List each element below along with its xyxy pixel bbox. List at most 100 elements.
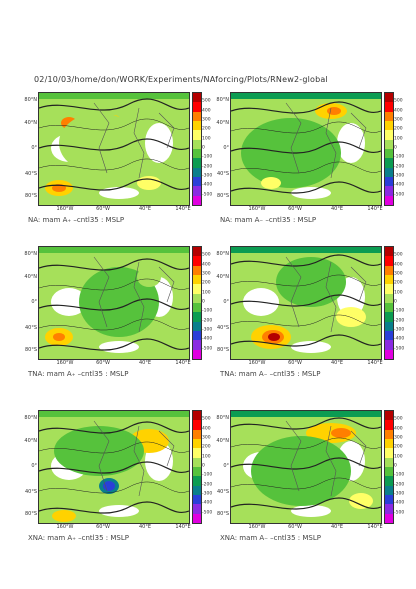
lat-tick-label: 80°N (216, 415, 229, 421)
polar-band (231, 247, 381, 253)
anomaly-map (39, 411, 189, 523)
colorbar-segment (193, 93, 201, 103)
contour-line (231, 477, 381, 490)
colorbar-segment (193, 293, 201, 304)
colorbar-segment (385, 448, 393, 458)
colorbar-segment (193, 247, 201, 257)
colorbar-segment (193, 167, 201, 178)
colorbar-tick-label: -300 (202, 327, 213, 333)
colorbar-segment (385, 186, 393, 196)
anomaly-region (336, 307, 366, 327)
lon-tick-label: 60°W (288, 360, 302, 366)
colorbar-segment (385, 495, 393, 505)
colorbar-segment (385, 265, 393, 276)
colorbar-segment (193, 139, 201, 150)
colorbar-segment (193, 340, 201, 350)
lon-tick-label: 160°W (248, 524, 266, 530)
map-frame (230, 410, 382, 524)
contour-line (231, 274, 381, 287)
colorbar-segment (385, 312, 393, 322)
lat-tick-label: 40°S (216, 325, 229, 331)
anomaly-region (137, 267, 161, 287)
colorbar-tick-label: 400 (394, 426, 403, 432)
colorbar (192, 410, 202, 524)
colorbar (384, 92, 394, 206)
coastline (93, 420, 175, 497)
colorbar-segment (385, 293, 393, 304)
anomaly-map (39, 247, 189, 359)
lon-tick-label: 40°E (330, 360, 344, 366)
colorbar-tick-label: -500 (394, 192, 405, 198)
colorbar-segment (385, 457, 393, 468)
colorbar-tick-label: 200 (394, 444, 403, 450)
colorbar-segment (385, 149, 393, 159)
colorbar-segment (193, 457, 201, 468)
neutral-patch (99, 187, 139, 199)
map-frame (38, 246, 190, 360)
lon-tick-label: 140°E (367, 206, 383, 212)
anomaly-region (331, 428, 351, 438)
colorbar-tick-label: -500 (202, 192, 213, 198)
colorbar-tick-label: 100 (202, 454, 211, 460)
colorbar-tick-label: -100 (202, 308, 213, 314)
colorbar-tick-label: -400 (202, 500, 213, 506)
contour-line (39, 258, 189, 271)
colorbar-segment (193, 429, 201, 440)
colorbar-tick-label: -200 (394, 482, 405, 488)
colorbar-tick-label: -200 (202, 482, 213, 488)
lat-tick-label: 80°S (24, 347, 37, 353)
panel-caption: XNA: mam A₋ –cntl35 : MSLP (220, 534, 321, 542)
map-frame (38, 92, 190, 206)
anomaly-region (349, 493, 373, 509)
colorbar-segment (193, 439, 201, 449)
colorbar-segment (193, 485, 201, 496)
contour-line (231, 294, 381, 307)
neutral-patch (291, 505, 331, 517)
lat-tick-label: 40°S (24, 171, 37, 177)
colorbar-tick-label: 200 (394, 280, 403, 286)
colorbar-segment (385, 420, 393, 430)
colorbar-segment (193, 130, 201, 140)
anomaly-region (268, 333, 280, 341)
colorbar-tick-label: -200 (394, 318, 405, 324)
colorbar-tick-label: 100 (394, 454, 403, 460)
anomaly-region (79, 267, 159, 337)
lat-tick-label: 40°S (216, 489, 229, 495)
anomaly-region (137, 176, 161, 190)
colorbar-segment (385, 429, 393, 440)
panel-caption: NA: mam A₋ –cntl35 : MSLP (220, 216, 317, 224)
lon-tick-label: 60°W (96, 360, 110, 366)
colorbar-segment (385, 275, 393, 285)
colorbar-segment (385, 130, 393, 140)
anomaly-map (231, 411, 381, 523)
lon-tick-label: 140°E (175, 524, 191, 530)
colorbar-tick-label: -100 (202, 472, 213, 478)
colorbar-segment (385, 321, 393, 332)
lat-tick-label: 80°N (24, 251, 37, 257)
colorbar-segment (385, 439, 393, 449)
colorbar-tick-label: -200 (202, 318, 213, 324)
colorbar-tick-label: 300 (394, 117, 403, 123)
colorbar-segment (193, 158, 201, 168)
lat-tick-label: 80°S (216, 511, 229, 517)
anomaly-map (231, 247, 381, 359)
anomaly-map (231, 93, 381, 205)
colorbar-segment (193, 186, 201, 196)
lat-tick-label: 80°N (24, 97, 37, 103)
colorbar-segment (385, 467, 393, 477)
lon-tick-label: 140°E (367, 524, 383, 530)
neutral-patch (99, 341, 139, 353)
contour-line (39, 421, 189, 434)
colorbar-tick-label: -200 (202, 164, 213, 170)
colorbar-segment (193, 448, 201, 458)
contour-line (39, 138, 189, 151)
colorbar-segment (385, 331, 393, 341)
lat-tick-label: 0° (223, 463, 229, 469)
colorbar-segment (385, 340, 393, 350)
lon-tick-label: 140°E (175, 206, 191, 212)
figure-path-header: 02/10/03/home/don/WORK/Experiments/NAfor… (34, 75, 328, 84)
colorbar-segment (385, 303, 393, 313)
map-frame (38, 410, 190, 524)
anomaly-region (52, 510, 76, 522)
contour-line (39, 461, 189, 474)
